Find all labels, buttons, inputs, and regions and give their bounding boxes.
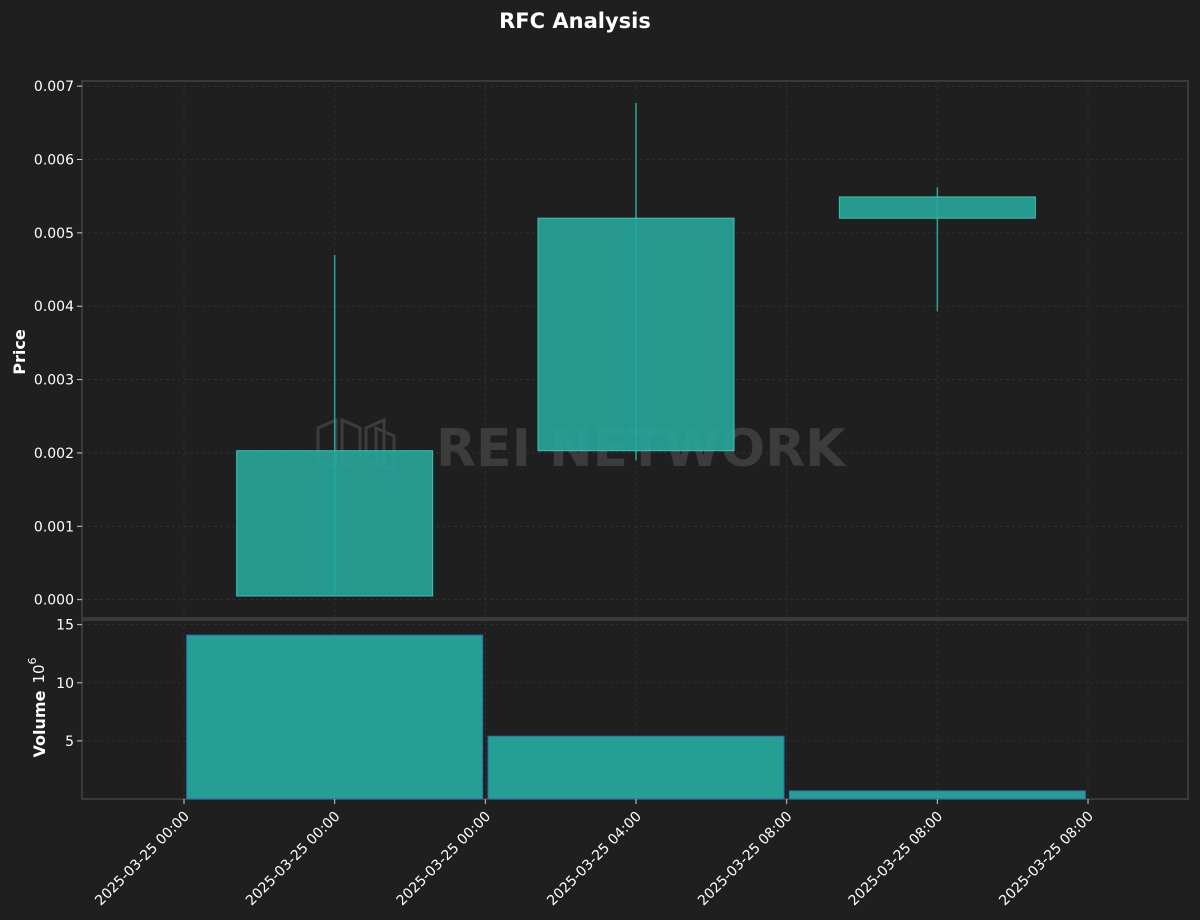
price-tick-label: 0.003 xyxy=(34,373,74,389)
volume-multiplier-exponent: 6 xyxy=(26,658,39,665)
volume-tick-label: 10 xyxy=(56,676,74,692)
volume-tick-label: 15 xyxy=(56,618,74,634)
price-tick-label: 0.007 xyxy=(34,79,74,95)
volume-bar xyxy=(487,735,785,800)
x-tick-label: 2025-03-25 08:00 xyxy=(695,809,796,910)
volume-axis-label: Volume xyxy=(30,690,49,757)
price-axis-label: Price xyxy=(10,329,29,375)
price-tick-label: 0.004 xyxy=(34,299,74,315)
x-tick-label: 2025-03-25 00:00 xyxy=(92,809,193,910)
volume-axis-label-group: Volume 10 6 xyxy=(26,658,49,758)
price-tick-label: 0.001 xyxy=(34,519,74,535)
volume-bar xyxy=(788,790,1086,800)
candle-body xyxy=(838,196,1036,219)
price-tick-label: 0.002 xyxy=(34,446,74,462)
chart-title: RFC Analysis xyxy=(499,9,651,33)
candles xyxy=(236,103,1036,597)
x-tick-label: 2025-03-25 08:00 xyxy=(996,809,1097,910)
price-tick-label: 0.005 xyxy=(34,226,74,242)
candle-body xyxy=(236,450,434,597)
volume-multiplier-base: 10 xyxy=(30,664,48,683)
x-tick-label: 2025-03-25 08:00 xyxy=(846,809,947,910)
volume-bars xyxy=(186,634,1086,800)
volume-tick-label: 5 xyxy=(65,734,74,750)
candle-body xyxy=(537,217,735,452)
x-tick-label: 2025-03-25 04:00 xyxy=(544,809,645,910)
volume-bar xyxy=(186,634,484,800)
x-axis: 2025-03-25 00:00 2025-03-25 00:00 2025-03-… xyxy=(92,799,1097,909)
price-tick-label: 0.006 xyxy=(34,152,74,168)
volume-y-axis: 5 10 15 xyxy=(56,618,82,750)
x-tick-label: 2025-03-25 00:00 xyxy=(243,809,344,910)
x-tick-label: 2025-03-25 00:00 xyxy=(394,809,495,910)
price-tick-label: 0.000 xyxy=(34,593,74,609)
price-y-axis: 0.000 0.001 0.002 0.003 0.004 0.005 0.006 0.007 xyxy=(34,79,82,609)
